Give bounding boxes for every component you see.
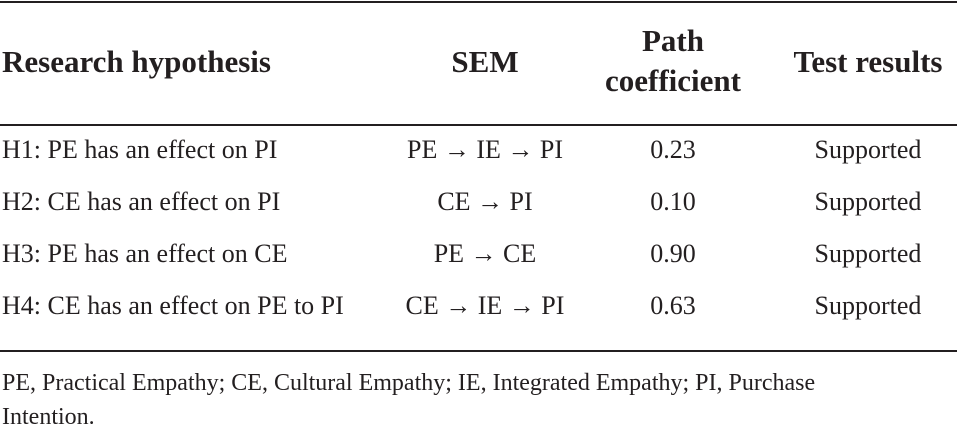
table-cell: CE → PI: [437, 187, 533, 216]
column-header: Research hypothesis: [2, 44, 271, 79]
table-cell: H4: CE has an effect on PE to PI: [2, 291, 344, 320]
table-cell: 0.63: [650, 291, 696, 320]
table-cell: PE → IE → PI: [407, 135, 563, 164]
bottom-rule: [0, 350, 957, 352]
table-cell: 0.90: [650, 239, 696, 268]
table-cell: Supported: [814, 239, 922, 268]
table-cell: 0.23: [650, 135, 696, 164]
header-rule: [0, 124, 957, 126]
column-header: Path coefficient: [605, 23, 741, 98]
column-header: SEM: [451, 44, 519, 79]
table-cell: PE → CE: [433, 239, 537, 268]
table-cell: Supported: [814, 135, 922, 164]
table-cell: Supported: [814, 187, 922, 216]
table-cell: CE → IE → PI: [405, 291, 565, 320]
footnote: PE, Practical Empathy; CE, Cultural Empa…: [2, 370, 816, 430]
table-cell: H3: PE has an effect on CE: [2, 239, 288, 268]
column-header: Test results: [793, 44, 943, 79]
table-cell: 0.10: [650, 187, 696, 216]
table-cell: Supported: [814, 291, 922, 320]
top-rule: [0, 1, 957, 3]
table-cell: H2: CE has an effect on PI: [2, 187, 281, 216]
table-cell: H1: PE has an effect on PI: [2, 135, 278, 164]
